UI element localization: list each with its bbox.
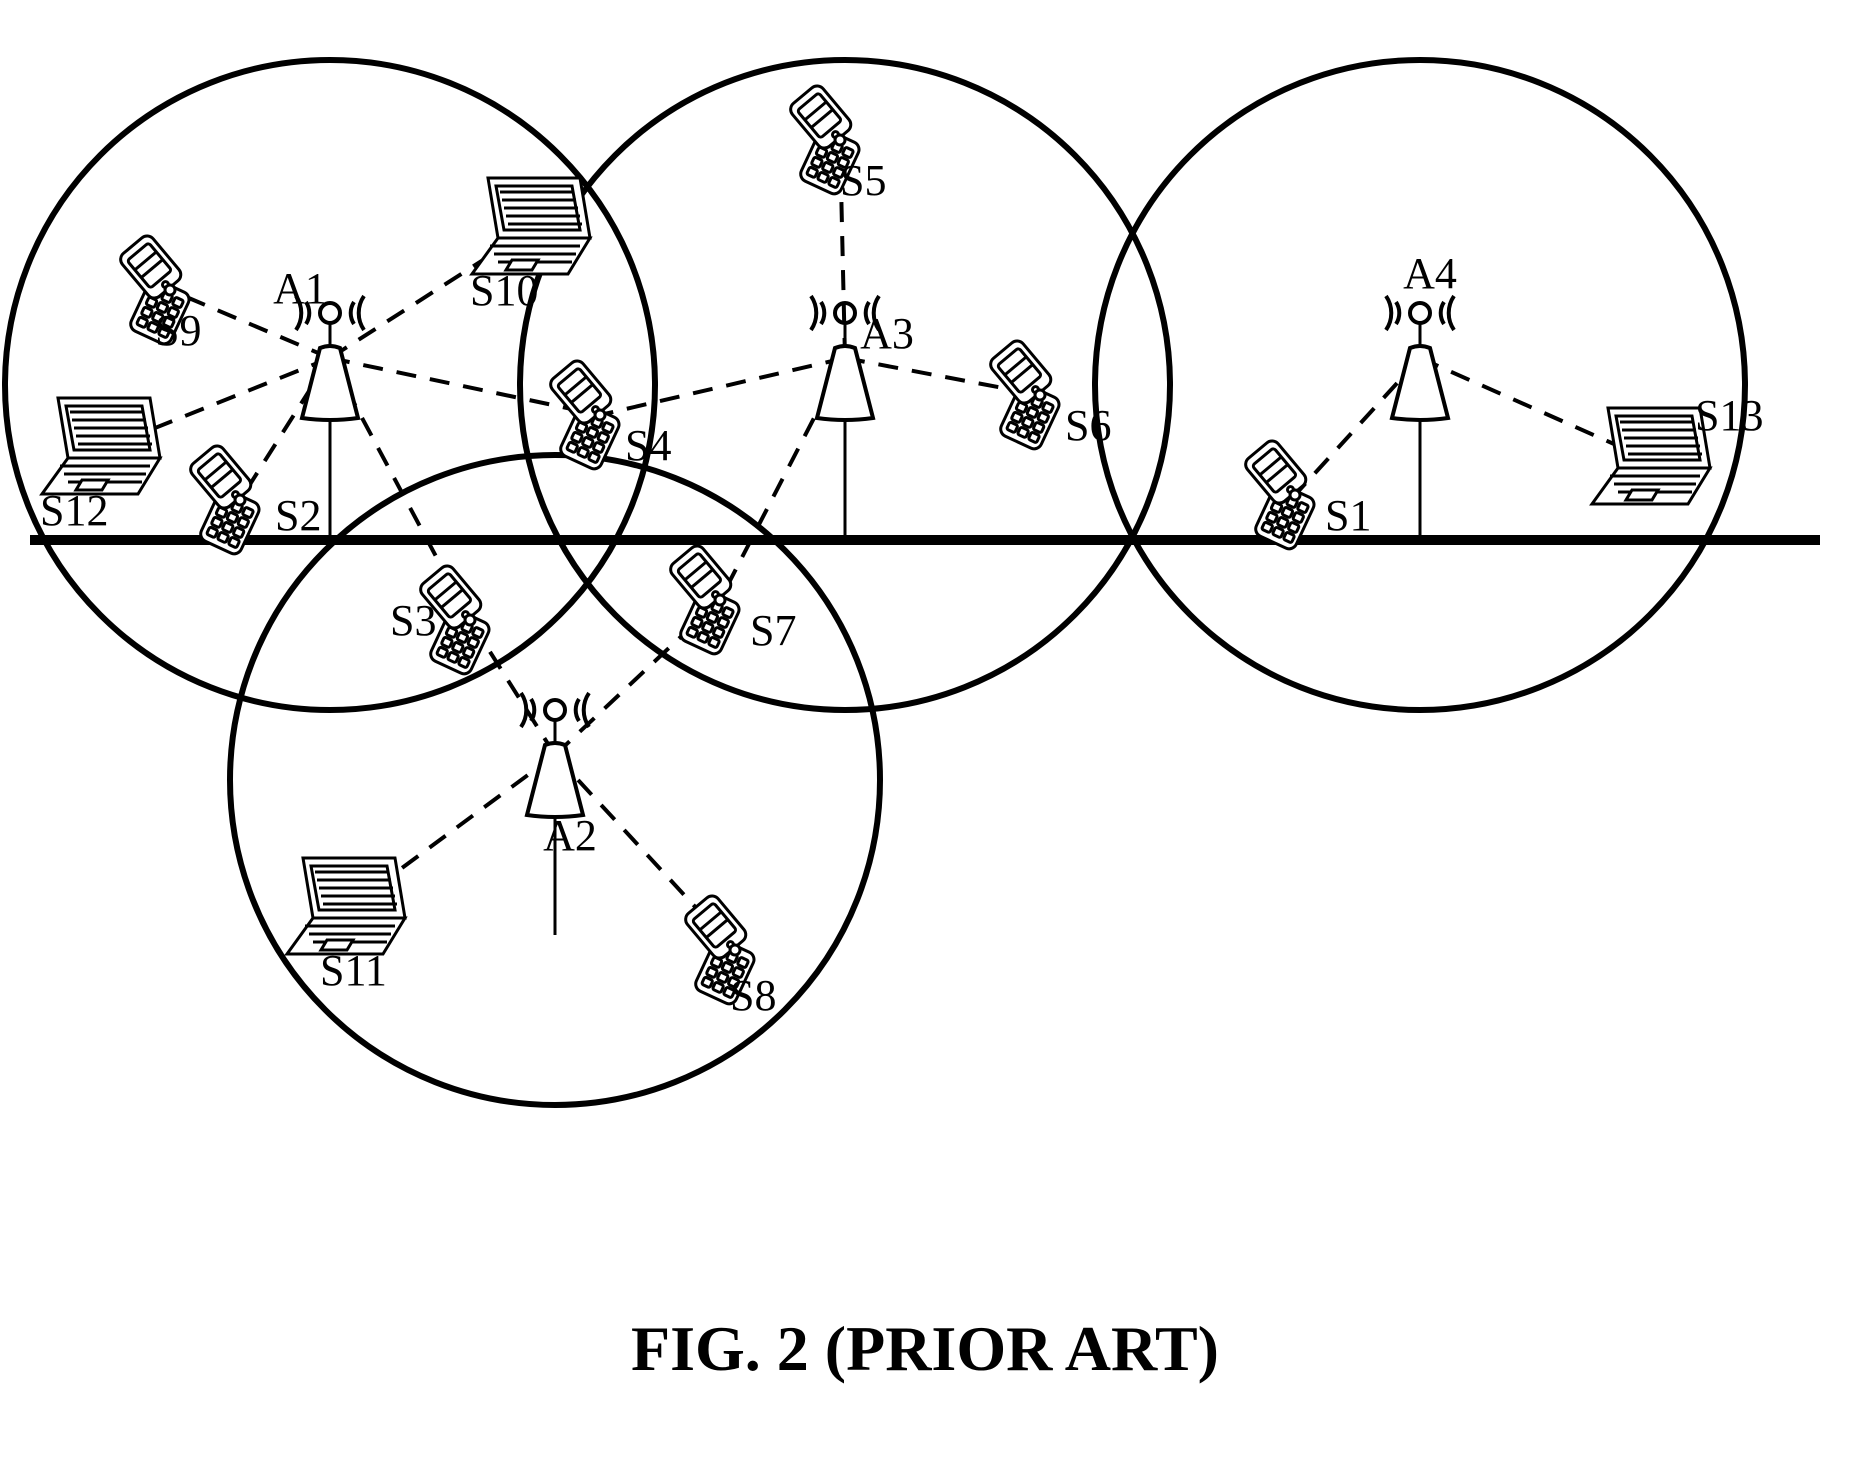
device-s1: S1 xyxy=(1242,438,1371,552)
device-s10: S10 xyxy=(470,178,590,315)
device-label-s13: S13 xyxy=(1695,391,1763,440)
device-s12: S12 xyxy=(40,398,160,535)
phone-icon xyxy=(987,338,1061,452)
figure-caption: FIG. 2 (PRIOR ART) xyxy=(631,1313,1219,1384)
network-diagram: A1 A3 A4 A2 S9 S12 S2 S10 S4 S3 S5 S6 S7 S1 S13 S11 S8 FI… xyxy=(0,0,1849,1465)
ap-label-a3: A3 xyxy=(860,309,914,358)
device-s3: S3 xyxy=(390,563,492,677)
device-label-s2: S2 xyxy=(275,491,321,540)
device-label-s12: S12 xyxy=(40,486,108,535)
laptop-icon xyxy=(42,398,160,494)
device-s8: S8 xyxy=(682,893,776,1020)
phone-icon xyxy=(667,543,741,657)
device-s7: S7 xyxy=(667,543,796,657)
device-s5: S5 xyxy=(787,83,886,205)
laptop-icon xyxy=(1592,408,1710,504)
ap-label-a2: A2 xyxy=(543,811,597,860)
link-a3-s4 xyxy=(600,358,845,415)
device-label-s5: S5 xyxy=(840,156,886,205)
ap-a2: A2 xyxy=(521,693,597,935)
ap-a4: A4 xyxy=(1386,249,1457,538)
laptop-icon xyxy=(472,178,590,274)
device-label-s7: S7 xyxy=(750,606,796,655)
ap-label-a4: A4 xyxy=(1403,249,1457,298)
ap-a3: A3 xyxy=(811,296,914,538)
device-label-s9: S9 xyxy=(155,306,201,355)
device-label-s4: S4 xyxy=(625,421,671,470)
device-s11: S11 xyxy=(287,858,405,995)
ap-label-a1: A1 xyxy=(273,264,327,313)
device-label-s8: S8 xyxy=(730,971,776,1020)
device-s9: S9 xyxy=(117,233,201,355)
device-label-s1: S1 xyxy=(1325,491,1371,540)
device-label-s10: S10 xyxy=(470,266,538,315)
device-label-s6: S6 xyxy=(1065,401,1111,450)
laptop-icon xyxy=(287,858,405,954)
device-label-s3: S3 xyxy=(390,596,436,645)
device-label-s11: S11 xyxy=(320,946,387,995)
phone-icon xyxy=(1242,438,1316,552)
